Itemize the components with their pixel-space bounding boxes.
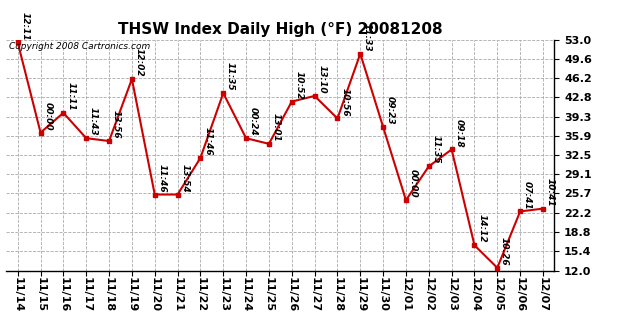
Text: 14:12: 14:12 [477,214,486,243]
Text: 10:56: 10:56 [340,87,349,116]
Text: 13:10: 13:10 [318,65,326,94]
Text: 07:41: 07:41 [523,181,532,209]
Text: 11:46: 11:46 [203,127,212,156]
Text: 10:41: 10:41 [546,178,555,206]
Text: 09:23: 09:23 [386,96,395,125]
Text: 11:46: 11:46 [158,164,166,192]
Text: 11:35: 11:35 [432,136,440,164]
Text: 13:56: 13:56 [112,110,121,139]
Text: 11:33: 11:33 [363,23,372,51]
Text: 11:35: 11:35 [226,62,235,91]
Text: 10:52: 10:52 [294,71,304,99]
Text: 12:11: 12:11 [20,12,30,40]
Text: 11:43: 11:43 [89,107,98,136]
Text: 00:00: 00:00 [409,169,418,198]
Text: 11:11: 11:11 [66,82,75,111]
Title: THSW Index Daily High (°F) 20081208: THSW Index Daily High (°F) 20081208 [118,22,443,37]
Text: 10:26: 10:26 [500,237,509,266]
Text: 00:24: 00:24 [249,107,258,136]
Text: 09:18: 09:18 [454,118,464,147]
Text: 13:54: 13:54 [180,164,190,192]
Text: 00:00: 00:00 [43,102,52,130]
Text: 12:02: 12:02 [135,48,144,77]
Text: 13:01: 13:01 [272,113,281,142]
Text: Copyright 2008 Cartronics.com: Copyright 2008 Cartronics.com [9,42,151,51]
